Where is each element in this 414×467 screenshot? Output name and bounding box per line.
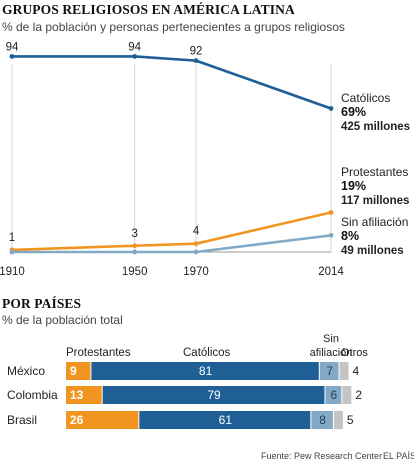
chart-title: GRUPOS RELIGIOSOS EN AMÉRICA LATINA — [2, 2, 295, 17]
bar-segment — [333, 411, 343, 429]
bar-value-label: 5 — [347, 413, 354, 427]
bar-value-label: 8 — [319, 413, 326, 427]
data-point — [9, 54, 15, 59]
data-point — [132, 54, 138, 59]
data-point — [328, 106, 334, 111]
category-label: Colombia — [7, 388, 58, 402]
end-label-name: Sin afiliación — [341, 215, 408, 229]
data-label: 94 — [128, 41, 141, 53]
header-afiliacion: afiliación — [310, 347, 353, 359]
section2-subtitle: % de la población total — [2, 313, 123, 327]
end-label-count: 425 millones — [341, 121, 410, 133]
end-label-percent: 69% — [341, 105, 366, 119]
end-label-count: 117 millones — [341, 195, 409, 207]
data-point — [193, 241, 199, 247]
bar-value-label: 26 — [70, 413, 84, 427]
end-label-count: 49 millones — [341, 245, 404, 257]
stacked-bar-chart: Protestantes CatólicosSinafiliaciónOtros … — [7, 333, 368, 429]
end-label-percent: 8% — [341, 229, 359, 243]
series-line — [12, 234, 332, 254]
bar-value-label: 6 — [331, 388, 338, 402]
bar-segment — [319, 362, 339, 380]
end-label-percent: 19% — [341, 179, 366, 193]
bar-segment — [339, 362, 349, 380]
data-label: 3 — [131, 228, 137, 240]
data-point — [9, 249, 15, 255]
bar-value-label: 79 — [207, 388, 221, 402]
data-point — [193, 249, 199, 255]
data-point — [132, 243, 138, 249]
data-point — [193, 58, 199, 64]
x-tick-label: 1970 — [183, 266, 209, 278]
section2-title: POR PAÍSES — [2, 296, 82, 311]
series-line — [12, 55, 332, 110]
bar-segment — [91, 362, 319, 380]
data-label: 4 — [193, 226, 200, 238]
bar-segment — [139, 411, 311, 429]
end-label-name: Protestantes — [341, 165, 408, 179]
bar-value-label: 13 — [70, 388, 84, 402]
bar-segment — [342, 386, 352, 404]
bar-value-label: 9 — [70, 364, 77, 378]
data-point — [328, 210, 334, 215]
series-line — [11, 211, 332, 252]
data-label: 1 — [9, 232, 15, 244]
bar-segment — [102, 386, 325, 404]
bar-value-label: 7 — [326, 364, 333, 378]
bar-segment — [66, 386, 102, 404]
category-label: Brasil — [7, 413, 37, 427]
bar-value-label: 2 — [355, 388, 362, 402]
bar-segment — [66, 411, 139, 429]
data-point — [328, 232, 334, 238]
bar-value-label: 4 — [353, 364, 360, 378]
header-sin: Sin — [323, 333, 339, 345]
x-tick-label: 1950 — [122, 266, 148, 278]
publisher-name: EL PAÍS — [383, 451, 414, 461]
chart-subtitle: % de la población y personas pertenecien… — [2, 20, 345, 34]
end-label-name: Católicos — [341, 91, 390, 105]
header-protestantes: Protestantes — [66, 347, 131, 359]
bar-segment — [66, 362, 91, 380]
source-note: Fuente: Pew Research Center — [261, 451, 383, 461]
data-label: 94 — [6, 41, 19, 53]
header-catolicos: Católicos — [183, 347, 231, 359]
data-label: 92 — [190, 46, 203, 58]
data-point — [132, 249, 138, 255]
bar-value-label: 81 — [199, 364, 213, 378]
bar-segment — [311, 411, 333, 429]
category-label: México — [7, 364, 45, 378]
header-otros: Otros — [341, 347, 368, 359]
bar-value-label: 61 — [219, 413, 233, 427]
bar-segment — [325, 386, 342, 404]
x-tick-label: 1910 — [0, 266, 25, 278]
x-tick-label: 2014 — [318, 266, 344, 278]
